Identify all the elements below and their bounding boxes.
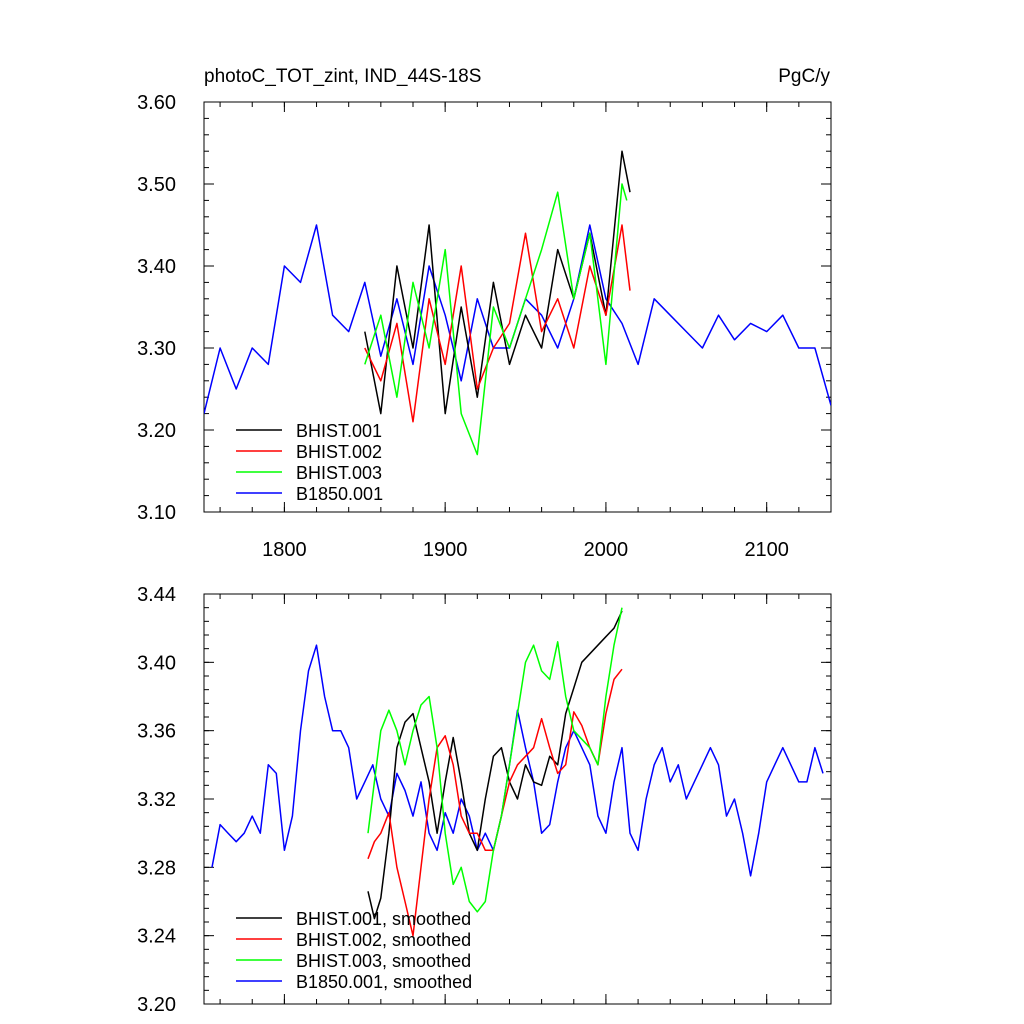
series-line-bhist-002: [364, 224, 631, 423]
y-tick-label: 3.40: [137, 256, 176, 278]
top-panel: 3.10 3.20 3.30 3.40 3.50 3.60 1800 1900 2000 2100…: [137, 92, 832, 561]
y-tick-label: 3.10: [137, 502, 176, 524]
series-line-bhist-003-smoothed: [367, 607, 623, 913]
y-tick-label: 3.24: [137, 926, 176, 948]
legend-label: BHIST.003: [296, 463, 382, 483]
y-tick-label: 3.50: [137, 174, 176, 196]
x-tick-label: 2000: [584, 539, 629, 561]
y-tick-label: 3.28: [137, 857, 176, 879]
x-tick-label: 1800: [262, 539, 307, 561]
series-line-bhist-002-smoothed: [367, 668, 623, 937]
figure-title: photoC_TOT_zint, IND_44S-18S: [204, 66, 481, 87]
legend-label: BHIST.001: [296, 421, 382, 441]
bottom-panel: 3.20 3.24 3.28 3.32 3.36 3.40 3.44 BHIST.001, s…: [137, 584, 832, 1016]
legend-label: BHIST.001, smoothed: [296, 909, 471, 929]
series-line-bhist-001-smoothed: [367, 610, 623, 920]
y-tick-label: 3.30: [137, 338, 176, 360]
series-line-b1850-001-smoothed: [211, 644, 824, 877]
y-tick-label: 3.20: [137, 420, 176, 442]
y-tick-label: 3.20: [137, 994, 176, 1016]
legend-label: BHIST.002: [296, 442, 382, 462]
series-line-bhist-003: [364, 183, 628, 456]
y-tick-label: 3.40: [137, 652, 176, 674]
y-tick-label: 3.44: [137, 584, 176, 606]
y-tick-label: 3.60: [137, 92, 176, 114]
legend-label: BHIST.003, smoothed: [296, 951, 471, 971]
y-tick-label: 3.32: [137, 789, 176, 811]
legend-label: B1850.001, smoothed: [296, 972, 472, 992]
x-tick-label: 2100: [744, 539, 789, 561]
plot-frame: [203, 101, 832, 513]
y-tick-label: 3.36: [137, 721, 176, 743]
x-tick-label: 1900: [423, 539, 468, 561]
legend-label: B1850.001: [296, 484, 383, 504]
series-line-b1850-001: [204, 224, 831, 414]
units-label: PgC/y: [778, 66, 830, 87]
legend-label: BHIST.002, smoothed: [296, 930, 471, 950]
series-line-bhist-001: [364, 150, 631, 415]
